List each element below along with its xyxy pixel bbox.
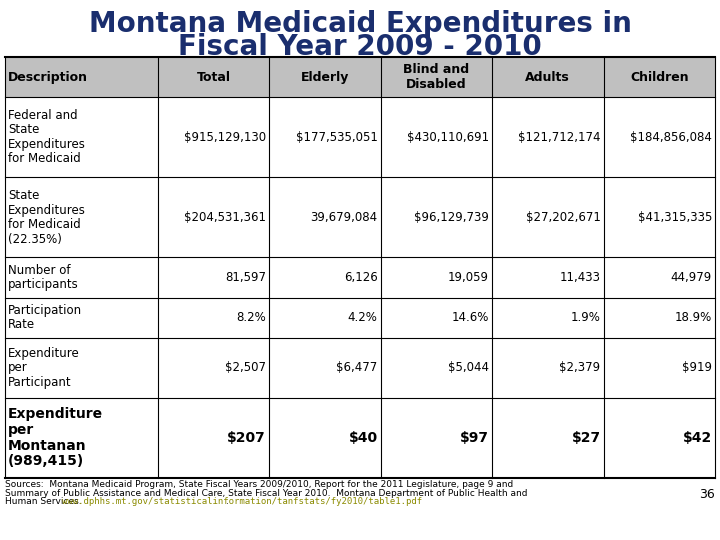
- Text: $96,129,739: $96,129,739: [414, 211, 489, 224]
- Text: 18.9%: 18.9%: [675, 311, 712, 324]
- Text: Adults: Adults: [526, 71, 570, 84]
- Text: 4.2%: 4.2%: [348, 311, 377, 324]
- Text: Montana Medicaid Expenditures in: Montana Medicaid Expenditures in: [89, 10, 631, 38]
- Text: Children: Children: [630, 71, 688, 84]
- Text: $2,379: $2,379: [559, 361, 600, 374]
- Text: $42: $42: [683, 431, 712, 445]
- Text: Participation
Rate: Participation Rate: [8, 304, 82, 332]
- Bar: [5, 57, 715, 97]
- Text: 44,979: 44,979: [671, 271, 712, 284]
- Text: Fiscal Year 2009 - 2010: Fiscal Year 2009 - 2010: [178, 33, 542, 61]
- Text: .: .: [225, 497, 228, 506]
- Text: 14.6%: 14.6%: [451, 311, 489, 324]
- Text: Summary of Public Assistance and Medical Care, State Fiscal Year 2010.  Montana : Summary of Public Assistance and Medical…: [5, 489, 528, 497]
- Text: 11,433: 11,433: [559, 271, 600, 284]
- Text: 8.2%: 8.2%: [236, 311, 266, 324]
- Text: $207: $207: [228, 431, 266, 445]
- Text: Number of
participants: Number of participants: [8, 264, 78, 291]
- Text: $41,315,335: $41,315,335: [638, 211, 712, 224]
- Text: $430,110,691: $430,110,691: [407, 131, 489, 144]
- Text: Blind and
Disabled: Blind and Disabled: [403, 63, 469, 91]
- Text: $27: $27: [572, 431, 600, 445]
- Text: Total: Total: [197, 71, 230, 84]
- Text: Expenditure
per
Montanan
(989,415): Expenditure per Montanan (989,415): [8, 407, 103, 468]
- Text: $121,712,174: $121,712,174: [518, 131, 600, 144]
- Text: $204,531,361: $204,531,361: [184, 211, 266, 224]
- Text: Human Services.: Human Services.: [5, 497, 87, 506]
- Text: $915,129,130: $915,129,130: [184, 131, 266, 144]
- Text: $97: $97: [460, 431, 489, 445]
- Text: $5,044: $5,044: [448, 361, 489, 374]
- Text: 1.9%: 1.9%: [571, 311, 600, 324]
- Text: Expenditure
per
Participant: Expenditure per Participant: [8, 347, 80, 389]
- Text: 19,059: 19,059: [448, 271, 489, 284]
- Text: 39,679,084: 39,679,084: [310, 211, 377, 224]
- Text: www.dphhs.mt.gov/statisticalinformation/tanfstats/fy2010/table1.pdf: www.dphhs.mt.gov/statisticalinformation/…: [63, 497, 423, 506]
- Text: $40: $40: [348, 431, 377, 445]
- Text: Federal and
State
Expenditures
for Medicaid: Federal and State Expenditures for Medic…: [8, 109, 86, 165]
- Text: Elderly: Elderly: [301, 71, 349, 84]
- Text: $6,477: $6,477: [336, 361, 377, 374]
- Text: 81,597: 81,597: [225, 271, 266, 284]
- Text: Description: Description: [8, 71, 88, 84]
- Text: 36: 36: [699, 489, 715, 502]
- Text: 6,126: 6,126: [344, 271, 377, 284]
- Text: $2,507: $2,507: [225, 361, 266, 374]
- Text: $919: $919: [682, 361, 712, 374]
- Text: State
Expenditures
for Medicaid
(22.35%): State Expenditures for Medicaid (22.35%): [8, 189, 86, 246]
- Text: Sources:  Montana Medicaid Program, State Fiscal Years 2009/2010, Report for the: Sources: Montana Medicaid Program, State…: [5, 480, 513, 489]
- Text: $177,535,051: $177,535,051: [296, 131, 377, 144]
- Text: $27,202,671: $27,202,671: [526, 211, 600, 224]
- Text: $184,856,084: $184,856,084: [630, 131, 712, 144]
